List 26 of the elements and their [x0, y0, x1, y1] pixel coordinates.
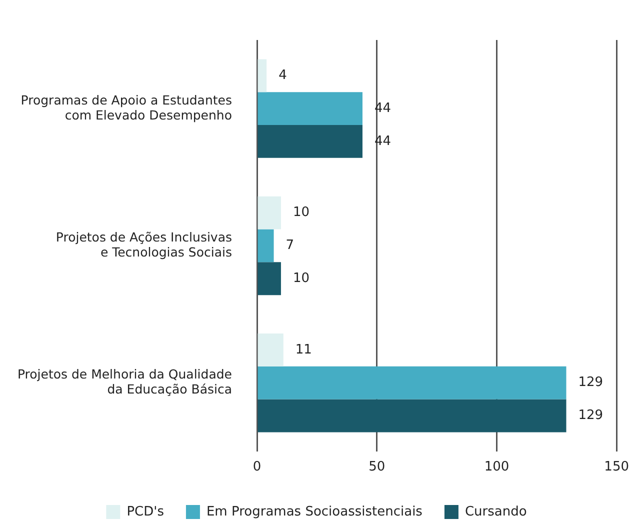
bar — [258, 366, 566, 400]
data-label: 11 — [295, 342, 312, 358]
bar — [258, 125, 362, 158]
bar — [258, 333, 284, 366]
bar — [258, 229, 274, 262]
data-label: 4 — [278, 68, 287, 84]
bar — [258, 196, 281, 230]
bar — [258, 262, 281, 296]
y-tick-label: Projetos de Melhoria da Qualidade da Educação Básica — [17, 366, 232, 397]
bar — [258, 92, 362, 126]
y-tick-label: Projetos de Ações Inclusivas e Tecnologias Sociais — [56, 229, 232, 260]
y-tick-label: Programas de Apoio a Estudantes com Elevado Desempenho — [20, 92, 232, 122]
data-label: 129 — [578, 375, 604, 390]
legend-label: Cursando — [464, 504, 527, 520]
x-tick-label: 50 — [368, 460, 386, 475]
legend-label: Em Programas Socioassistenciais — [206, 504, 423, 520]
x-tick-label: 100 — [484, 460, 510, 475]
legend-label: PCD's — [126, 504, 164, 520]
x-tick-label: 0 — [252, 460, 262, 475]
data-label: 10 — [292, 205, 310, 220]
bar — [258, 399, 566, 432]
data-label: 129 — [578, 408, 604, 424]
bar — [258, 59, 267, 92]
data-label: 10 — [292, 270, 310, 286]
data-label: 7 — [286, 238, 294, 254]
x-tick-label: 150 — [604, 460, 630, 475]
